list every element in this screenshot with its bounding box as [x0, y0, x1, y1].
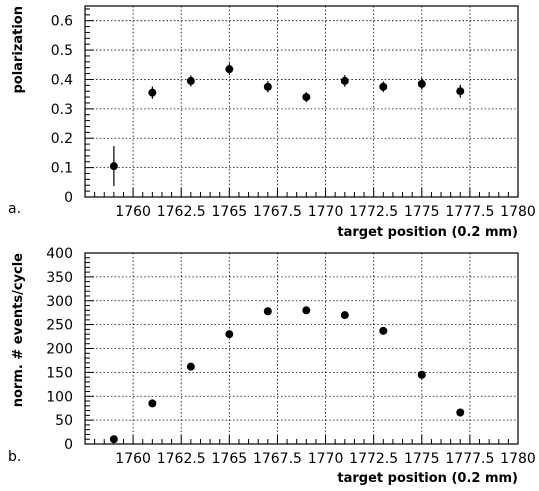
y-tick-label: 350	[46, 270, 73, 286]
y-tick-label: 0.3	[51, 102, 73, 118]
y-axis-title: norm. # events/cycle	[11, 253, 26, 407]
x-tick-label: 1762.5	[157, 451, 206, 467]
data-point	[225, 65, 234, 74]
chart-panel-b: 1760 1762.5 1765 1767.5 1770 1772.5 1775 1777.5…	[8, 246, 536, 486]
y-tick-label: 400	[46, 246, 73, 262]
data-point	[302, 306, 311, 315]
plot-frame	[84, 252, 519, 445]
data-point	[263, 82, 272, 91]
x-tick-label: 1770	[308, 204, 344, 220]
x-tick-label: 1780	[500, 451, 536, 467]
x-tick-label: 1772.5	[349, 204, 398, 220]
y-tick-label: 150	[46, 365, 73, 381]
x-tick-label: 1767.5	[253, 451, 302, 467]
panel-tag: b.	[8, 449, 21, 465]
x-tick-label: 1765	[212, 451, 248, 467]
x-axis-title: target position (0.2 mm)	[337, 471, 518, 486]
y-tick-label: 200	[46, 342, 73, 358]
x-tick-label: 1775	[404, 451, 440, 467]
y-tick-label: 300	[46, 294, 73, 310]
x-tick-label: 1777.5	[445, 204, 494, 220]
x-axis-title: target position (0.2 mm)	[337, 225, 518, 240]
data-point	[417, 370, 426, 379]
data-point	[456, 87, 465, 96]
x-tick-label: 1775	[404, 204, 440, 220]
data-point	[340, 311, 349, 320]
data-point	[263, 307, 272, 316]
x-tick-label: 1777.5	[445, 451, 494, 467]
y-tick-label: 0	[64, 437, 73, 453]
chart-panel-a: 1760 1762.5 1765 1767.5 1770 1772.5 1775 1777.5…	[8, 5, 536, 240]
data-point	[186, 362, 195, 371]
x-tick-label: 1770	[308, 451, 344, 467]
y-tick-label: 50	[55, 413, 73, 429]
x-tick-label: 1762.5	[157, 204, 206, 220]
data-point	[225, 330, 234, 339]
data-point	[186, 76, 195, 85]
y-tick-label: 0.1	[51, 161, 73, 177]
x-tick-label: 1767.5	[253, 204, 302, 220]
x-tick-label: 1765	[212, 204, 248, 220]
x-tick-label: 1760	[115, 451, 151, 467]
y-tick-label: 0.5	[51, 43, 73, 59]
x-tick-label: 1772.5	[349, 451, 398, 467]
data-point	[302, 93, 311, 102]
data-point	[456, 408, 465, 417]
y-tick-label: 0.4	[51, 72, 73, 88]
panel-tag: a.	[8, 201, 21, 217]
plot-frame	[84, 5, 519, 198]
y-tick-label: 0.6	[51, 14, 73, 30]
y-tick-label: 0.2	[51, 131, 73, 147]
data-point	[148, 399, 157, 408]
y-tick-label: 100	[46, 389, 73, 405]
y-tick-label: 0	[64, 190, 73, 206]
data-point	[340, 76, 349, 85]
data-point	[109, 435, 118, 444]
data-point	[109, 162, 118, 171]
data-point	[379, 82, 388, 91]
data-point	[379, 326, 388, 335]
data-point	[148, 88, 157, 97]
y-axis-title: polarization	[11, 6, 26, 94]
x-tick-label: 1780	[500, 204, 536, 220]
y-tick-label: 250	[46, 318, 73, 334]
x-tick-label: 1760	[115, 204, 151, 220]
data-point	[417, 79, 426, 88]
